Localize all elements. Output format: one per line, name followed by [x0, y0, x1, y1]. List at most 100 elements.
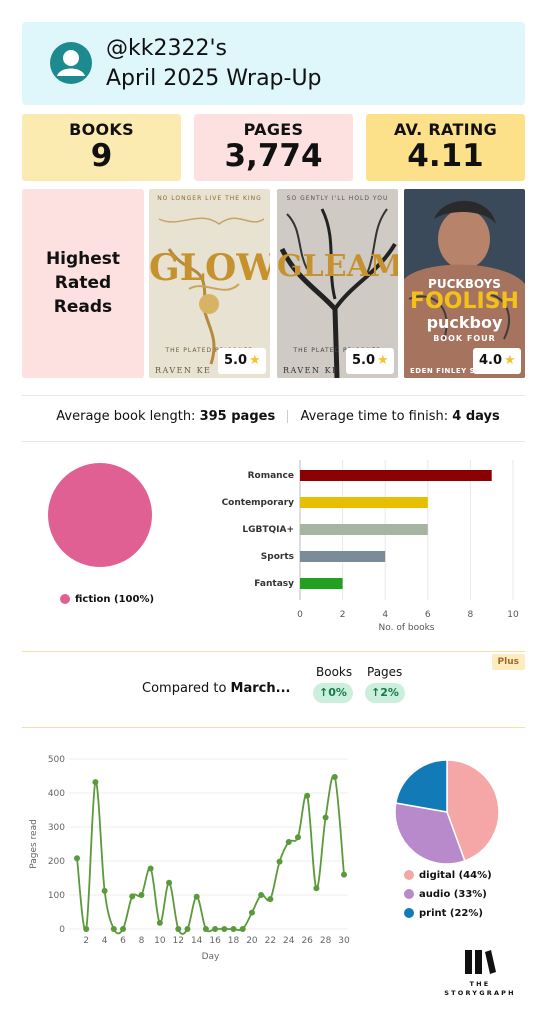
genre-bar — [300, 524, 428, 535]
book-cover-glow[interactable]: NO LONGER LIVE THE KING GLOW THE PLATED … — [149, 189, 270, 378]
cover-book-number: BOOK FOUR — [433, 334, 496, 343]
genre-bar — [300, 470, 492, 481]
cover-series: THE PLATED PRISONER — [165, 347, 254, 354]
compare-pages-label: Pages — [367, 665, 403, 679]
x-tick-label: 26 — [301, 936, 313, 946]
logo-text-storygraph: STORYGRAPH — [444, 989, 516, 997]
avatar-icon — [50, 42, 92, 84]
y-tick-label: 200 — [48, 857, 65, 867]
data-point — [101, 887, 108, 894]
y-tick-label: 400 — [48, 789, 65, 799]
storygraph-logo: THE STORYGRAPH — [440, 948, 520, 998]
fiction-pie-chart — [48, 463, 152, 567]
cover-author: RAVEN KE — [155, 366, 212, 375]
x-tick-label: 20 — [246, 936, 258, 946]
star-icon: ★ — [504, 353, 516, 368]
wrap-up-header: @kk2322's April 2025 Wrap-Up — [22, 22, 525, 105]
x-tick-label: 4 — [102, 936, 108, 946]
data-point — [331, 774, 338, 781]
data-point — [175, 926, 182, 932]
pages-stat-label: PAGES — [243, 120, 304, 139]
compare-pages-change: ↑2% — [365, 683, 405, 703]
genre-bar-chart: 0 2 4 6 8 10 Romance Contemporary LGBTQIA+ Sports… — [222, 460, 519, 633]
data-point — [258, 892, 265, 898]
pages-line — [76, 774, 345, 935]
rating-badge: 4.0 ★ — [473, 348, 521, 374]
book-cover-foolish[interactable]: PUCKBOYS FOOLISH puckboy BOOK FOUR EDEN … — [404, 189, 525, 378]
separator — [287, 410, 289, 423]
fiction-legend-label: fiction (100%) — [75, 594, 155, 605]
cover-art-glow — [158, 217, 265, 365]
pages-stat-value: 3,774 — [224, 138, 323, 174]
x-tick-label: 22 — [265, 936, 276, 946]
avg-length-value: 395 pages — [199, 409, 276, 424]
legend-label: audio (33%) — [419, 889, 487, 900]
data-point — [74, 855, 80, 862]
star-icon: ★ — [377, 353, 389, 368]
x-tick-label: 12 — [173, 936, 184, 946]
data-point — [147, 865, 154, 872]
compare-panel: Plus Compared to March... Books ↑0% Page… — [22, 651, 525, 728]
legend-label: print (22%) — [419, 908, 483, 919]
books-stat-label: BOOKS — [69, 120, 134, 139]
pages-stat: PAGES 3,774 — [194, 114, 353, 181]
data-point — [221, 926, 228, 932]
genre-bar — [300, 578, 343, 589]
data-point — [341, 871, 347, 878]
cover-series-top: PUCKBOYS — [428, 277, 501, 291]
books-stat: BOOKS 9 — [22, 114, 181, 181]
category-label: Fantasy — [254, 579, 294, 589]
legend-item: print (22%) — [404, 904, 492, 923]
x-tick-label: 4 — [382, 610, 388, 620]
x-tick-label: 24 — [283, 936, 295, 946]
divider — [22, 395, 525, 396]
cover-series: THE PLATED PRISONER — [293, 347, 382, 354]
data-point — [83, 926, 90, 932]
book-cover-gleam[interactable]: SO GENTLY I'LL HOLD YOU GLEAM THE PLATED… — [277, 189, 398, 378]
x-tick-label: 30 — [338, 936, 350, 946]
data-point — [285, 838, 292, 845]
data-point — [239, 926, 246, 932]
cover-title: GLEAM — [277, 249, 398, 284]
averages-line: Average book length: 395 pages Average t… — [0, 409, 556, 424]
x-tick-label: 6 — [425, 610, 431, 620]
x-tick-label: 6 — [120, 936, 126, 946]
legend-dot — [60, 594, 70, 604]
highest-rated-panel: Highest Rated Reads — [22, 189, 144, 378]
category-label: Romance — [248, 471, 294, 481]
data-point — [156, 919, 163, 926]
fiction-pie-slice — [48, 463, 152, 567]
y-tick-label: 300 — [48, 823, 65, 833]
x-tick-label: 2 — [83, 936, 89, 946]
x-tick-label: 28 — [320, 936, 332, 946]
data-point — [248, 909, 255, 916]
data-point — [322, 814, 329, 821]
x-axis-label: Day — [202, 952, 220, 962]
genre-bar — [300, 551, 386, 562]
compare-books-label: Books — [316, 665, 353, 679]
compare-text: Compared to March... — [142, 681, 291, 696]
x-tick-label: 18 — [228, 936, 240, 946]
x-tick-label: 14 — [191, 936, 203, 946]
x-tick-label: 0 — [297, 610, 303, 620]
y-tick-label: 0 — [59, 925, 65, 935]
cover-title: FOOLISH — [410, 289, 519, 314]
rating-badge: 5.0 ★ — [218, 348, 266, 374]
plus-badge: Plus — [491, 654, 525, 670]
format-pie-chart — [394, 759, 500, 865]
page-title: April 2025 Wrap-Up — [106, 66, 322, 91]
compare-books-change: ↑0% — [313, 683, 353, 703]
logo-text-the: THE — [469, 980, 491, 988]
y-axis-label: Pages read — [29, 819, 39, 869]
y-tick-label: 100 — [48, 891, 65, 901]
legend-dot — [404, 889, 414, 899]
x-tick-label: 2 — [340, 610, 346, 620]
x-tick-label: 10 — [154, 936, 166, 946]
data-point — [138, 892, 145, 898]
data-point — [120, 926, 127, 932]
divider — [22, 727, 525, 728]
cover-tagline: NO LONGER LIVE THE KING — [157, 195, 262, 202]
data-point — [230, 926, 237, 932]
data-point — [92, 779, 99, 786]
legend-dot — [404, 908, 414, 918]
